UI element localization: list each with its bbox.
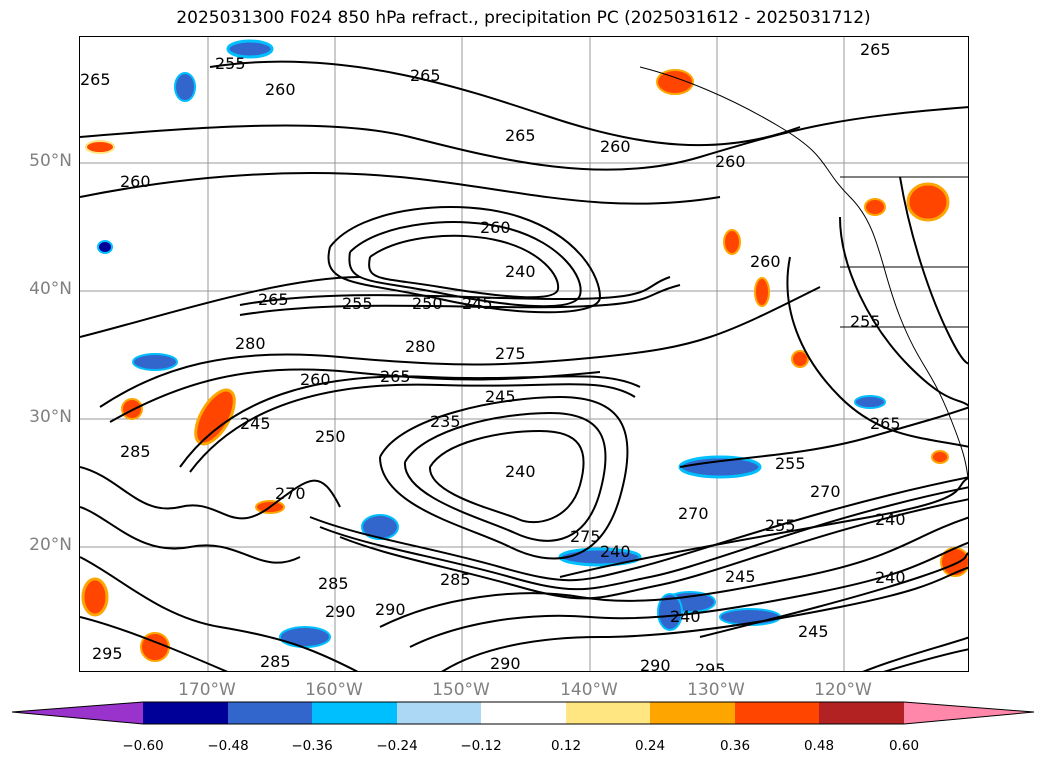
contour-label: 240 [505,262,536,281]
colorbar-segment [397,702,481,724]
contour-label: 245 [240,414,271,433]
lon-label-120w: 120°W [814,680,872,700]
colorbar-segment [481,702,566,724]
colorbar-segment [312,702,397,724]
lat-label-40n: 40°N [29,279,72,299]
contour-label: 290 [640,656,671,672]
contour-label: 265 [258,290,289,309]
map-panel[interactable]: 255 260 265 265 260 265 265 260 240 265 … [79,36,969,672]
contour-label: 260 [300,370,331,389]
colorbar-tick: 0.48 [803,738,835,754]
colorbar-segment [904,702,1034,724]
contour-label: 260 [750,252,781,271]
contour-label: 255 [342,294,373,313]
map-title: 2025031300 F024 850 hPa refract., precip… [176,8,871,28]
contour-label: 260 [120,172,151,191]
colorbar-tick: 0.24 [634,738,666,754]
contour-labels: 255 260 265 265 260 265 265 260 240 265 … [80,40,906,672]
lon-label-150w: 150°W [432,680,490,700]
contour-label: 255 [850,312,881,331]
contour-label: 260 [600,137,631,156]
contour-label: 285 [440,570,471,589]
contour-label: 250 [412,294,443,313]
contour-label: 245 [725,567,756,586]
contour-label: 275 [570,527,601,546]
contour-label: 240 [875,510,906,529]
lon-label-170w: 170°W [178,680,236,700]
contour-label: 285 [260,652,291,671]
contour-label: 290 [375,600,406,619]
contour-label: 265 [80,70,111,89]
colorbar-tick: −0.48 [207,738,249,754]
contour-label: 285 [318,574,349,593]
colorbar-tick: 0.12 [550,738,582,754]
coastline [639,66,968,481]
contour-label: 250 [315,427,346,446]
contour-label: 270 [275,484,306,503]
colorbar-segment [566,702,650,724]
contour-label: 260 [265,80,296,99]
contour-label: 240 [505,462,536,481]
contour-label: 295 [92,644,123,663]
map-canvas: 255 260 265 265 260 265 265 260 240 265 … [80,37,968,672]
lon-label-160w: 160°W [305,680,363,700]
contour-label: 240 [670,607,701,626]
colorbar [11,701,1035,725]
lon-label-140w: 140°W [560,680,618,700]
contour-label: 265 [410,66,441,85]
contour-label: 290 [490,654,521,672]
contour-label: 270 [678,504,709,523]
colorbar-segment [228,702,312,724]
contour-label: 245 [485,387,516,406]
contour-label: 290 [325,602,356,621]
contour-label: 255 [765,516,796,535]
lat-label-20n: 20°N [29,535,72,555]
colorbar-outline [11,701,1035,725]
contour-label: 255 [215,54,246,73]
contour-label: 270 [810,482,841,501]
contour-label: 275 [495,344,526,363]
contour-label: 260 [715,152,746,171]
colorbar-tick: −0.24 [376,738,418,754]
colorbar-tick: 0.36 [719,738,751,754]
colorbar-segment [143,702,228,724]
contour-label: 240 [875,568,906,587]
colorbar-segment [735,702,819,724]
colorbar-segment [819,702,904,724]
contour-label: 245 [798,622,829,641]
colorbar-segment [12,702,143,724]
colorbar-tick: −0.36 [291,738,333,754]
colorbar-segment [650,702,735,724]
contour-label: 240 [600,542,631,561]
contour-label: 265 [505,126,536,145]
colorbar-tick: −0.12 [460,738,502,754]
lat-label-30n: 30°N [29,407,72,427]
refractivity-contours [80,60,968,671]
precipitation-patches [81,39,968,662]
contour-label: 260 [480,218,511,237]
contour-label: 295 [695,660,726,672]
contour-label: 265 [870,414,901,433]
contour-label: 265 [380,367,411,386]
contour-label: 235 [430,412,461,431]
colorbar-tick: 0.60 [888,738,920,754]
contour-label: 245 [462,294,493,313]
contour-label: 265 [860,40,891,59]
contour-label: 285 [120,442,151,461]
colorbar-tick: −0.60 [122,738,164,754]
contour-label: 255 [775,454,806,473]
lat-label-50n: 50°N [29,151,72,171]
lon-label-130w: 130°W [687,680,745,700]
contour-label: 280 [235,334,266,353]
contour-label: 280 [405,337,436,356]
